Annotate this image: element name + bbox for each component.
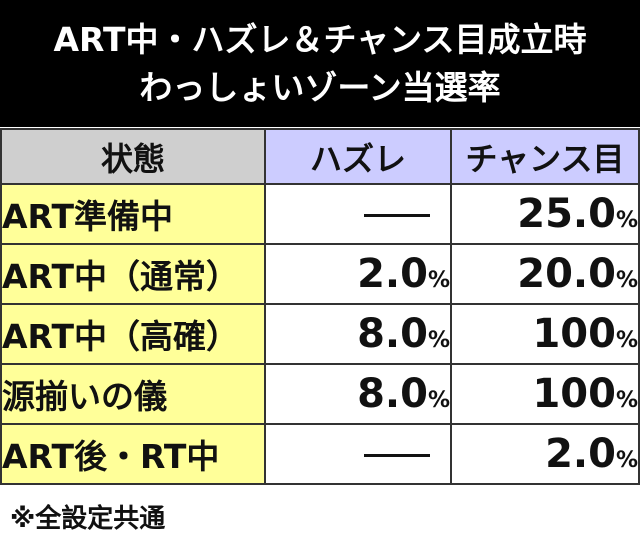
dash-mark [364, 213, 430, 217]
percent-sign: % [615, 268, 638, 293]
chance-value: 2.0% [450, 423, 640, 485]
hazure-value: 8.0% [264, 303, 452, 365]
header-chance: チャンス目 [450, 128, 640, 185]
hazure-value: 2.0% [264, 243, 452, 305]
title-banner: ART中・ハズレ＆チャンス目成立時 わっしょいゾーン当選率 [0, 0, 640, 127]
table-row: ART中（通常） 2.0% 20.0% [0, 243, 640, 305]
chance-value: 20.0% [450, 243, 640, 305]
title-line-2: わっしょいゾーン当選率 [139, 67, 501, 107]
header-state: 状態 [0, 128, 266, 185]
percent-sign: % [615, 208, 638, 233]
row-label: ART中（通常） [0, 243, 266, 305]
table-row: 源揃いの儀 8.0% 100% [0, 363, 640, 425]
percent-sign: % [427, 388, 450, 413]
value-number: 100 [532, 311, 616, 357]
row-label: ART後・RT中 [0, 423, 266, 485]
rate-table: 状態 ハズレ チャンス目 ART準備中 25.0% ART中（通常） 2.0% 20.0… [0, 128, 640, 485]
percent-sign: % [427, 328, 450, 353]
table-row: ART中（高確） 8.0% 100% [0, 303, 640, 365]
percent-sign: % [427, 268, 450, 293]
chance-value: 25.0% [450, 183, 640, 245]
value-number: 25.0 [517, 191, 616, 237]
chance-value: 100% [450, 363, 640, 425]
value-number: 2.0 [357, 251, 428, 297]
table-row: ART準備中 25.0% [0, 183, 640, 245]
hazure-value: 8.0% [264, 363, 452, 425]
percent-sign: % [615, 448, 638, 473]
percent-sign: % [615, 388, 638, 413]
row-label: 源揃いの儀 [0, 363, 266, 425]
hazure-value [264, 183, 452, 245]
footnote: ※全設定共通 [10, 504, 166, 534]
row-label: ART中（高確） [0, 303, 266, 365]
table-header-row: 状態 ハズレ チャンス目 [0, 128, 640, 185]
value-number: 8.0 [357, 371, 428, 417]
percent-sign: % [615, 328, 638, 353]
table-row: ART後・RT中 2.0% [0, 423, 640, 485]
value-number: 100 [532, 371, 616, 417]
value-number: 20.0 [517, 251, 616, 297]
dash-mark [364, 453, 430, 457]
value-number: 2.0 [545, 431, 616, 477]
header-hazure: ハズレ [264, 128, 452, 185]
title-line-1: ART中・ハズレ＆チャンス目成立時 [53, 19, 587, 59]
chance-value: 100% [450, 303, 640, 365]
hazure-value [264, 423, 452, 485]
value-number: 8.0 [357, 311, 428, 357]
row-label: ART準備中 [0, 183, 266, 245]
